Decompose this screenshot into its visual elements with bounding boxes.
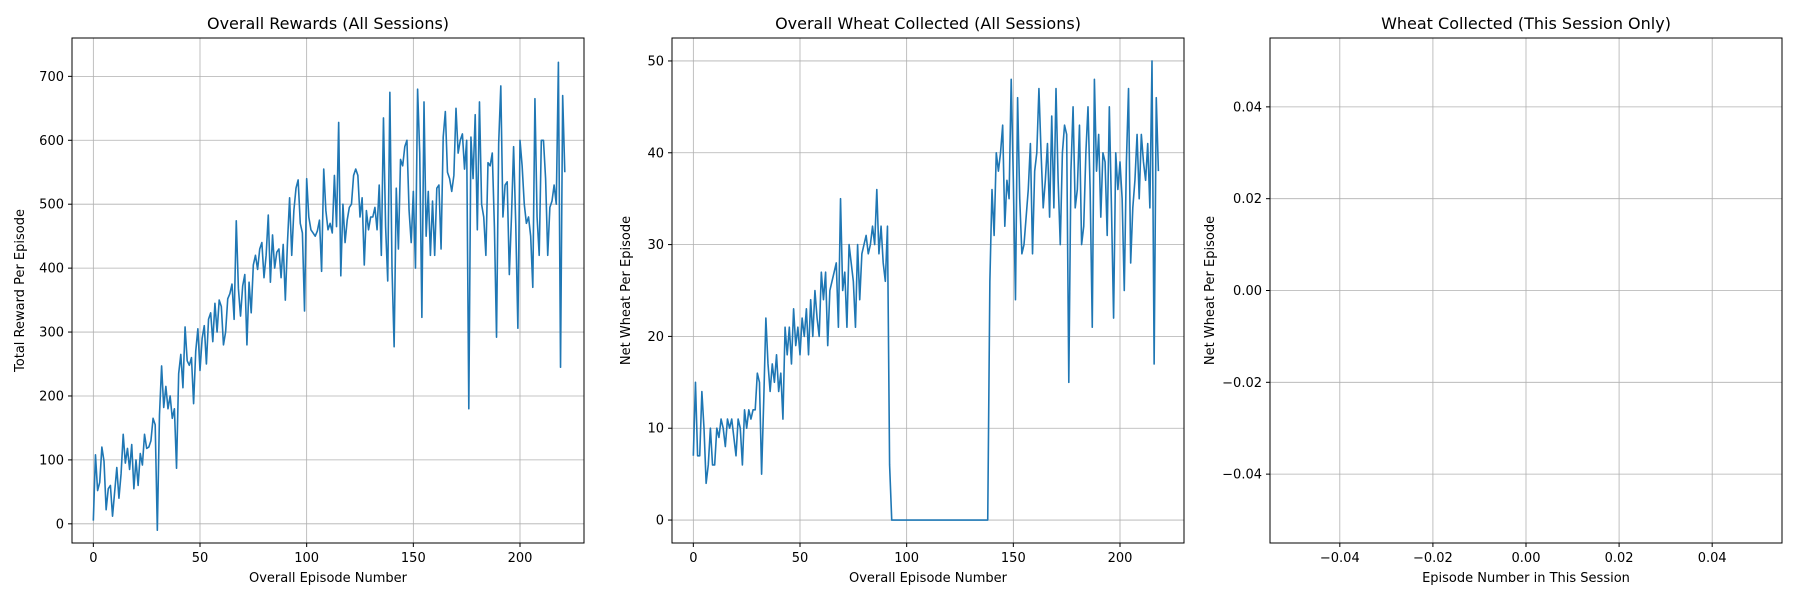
x-tick-label: 200: [1108, 551, 1133, 566]
x-tick-label: 100: [894, 551, 919, 566]
x-axis-label: Episode Number in This Session: [1422, 571, 1630, 586]
y-tick-label: 0.02: [1233, 192, 1262, 207]
plot-frame: [71, 37, 585, 544]
y-tick-label: 50: [647, 54, 664, 69]
x-axis-label: Overall Episode Number: [849, 571, 1008, 586]
y-tick-label: 40: [647, 146, 664, 161]
y-tick-label: 200: [39, 389, 64, 404]
y-tick-label: 0: [656, 514, 664, 529]
y-tick-label: 100: [39, 453, 64, 468]
x-tick-label: 0: [89, 551, 97, 566]
chart-panel-1: 0 50 100 150 200 0 100 200 300 400 500 600 700 Overal…: [13, 14, 585, 586]
y-tick-label: 300: [39, 326, 64, 341]
y-tick-label: −0.04: [1222, 468, 1262, 483]
x-tick-label: 0.02: [1605, 551, 1634, 566]
x-tick-label: 200: [508, 551, 533, 566]
x-tick-label: −0.04: [1320, 551, 1360, 566]
y-tick-label: 10: [647, 422, 664, 437]
x-tick-label: −0.02: [1413, 551, 1453, 566]
y-tick-label: 500: [39, 198, 64, 213]
y-tick-label: 0: [56, 517, 64, 532]
y-tick-label: 400: [39, 262, 64, 277]
y-tick-label: 0.04: [1233, 100, 1262, 115]
series-line: [692, 60, 1160, 521]
y-tick-label: 700: [39, 70, 64, 85]
chart-panel-3: −0.04 −0.02 0.00 0.02 0.04 −0.04 −0.02 0.00 0.02…: [1203, 14, 1783, 586]
chart-title: Wheat Collected (This Session Only): [1381, 14, 1671, 33]
chart-title: Overall Rewards (All Sessions): [207, 14, 449, 33]
x-tick-label: 50: [792, 551, 809, 566]
y-axis-label: Net Wheat Per Episode: [1203, 216, 1218, 365]
y-tick-label: 0.00: [1233, 284, 1262, 299]
plot-frame: [671, 37, 1185, 544]
y-axis-label: Total Reward Per Episode: [13, 209, 28, 373]
x-tick-label: 50: [192, 551, 209, 566]
chart-title: Overall Wheat Collected (All Sessions): [775, 14, 1081, 33]
x-tick-label: 100: [294, 551, 319, 566]
y-axis-label: Net Wheat Per Episode: [619, 216, 634, 365]
x-tick-label: 0.04: [1698, 551, 1727, 566]
y-tick-label: 30: [647, 238, 664, 253]
x-tick-label: 150: [1001, 551, 1026, 566]
x-axis-label: Overall Episode Number: [249, 571, 408, 586]
series-line: [92, 61, 566, 532]
x-tick-label: 0: [689, 551, 697, 566]
x-tick-label: 150: [401, 551, 426, 566]
chart-panel-2: 0 50 100 150 200 0 10 20 30 40 50 Overall Wheat Col…: [619, 14, 1185, 586]
y-tick-label: 20: [647, 330, 664, 345]
x-tick-label: 0.00: [1512, 551, 1541, 566]
y-tick-label: 600: [39, 134, 64, 149]
y-tick-label: −0.02: [1222, 376, 1262, 391]
